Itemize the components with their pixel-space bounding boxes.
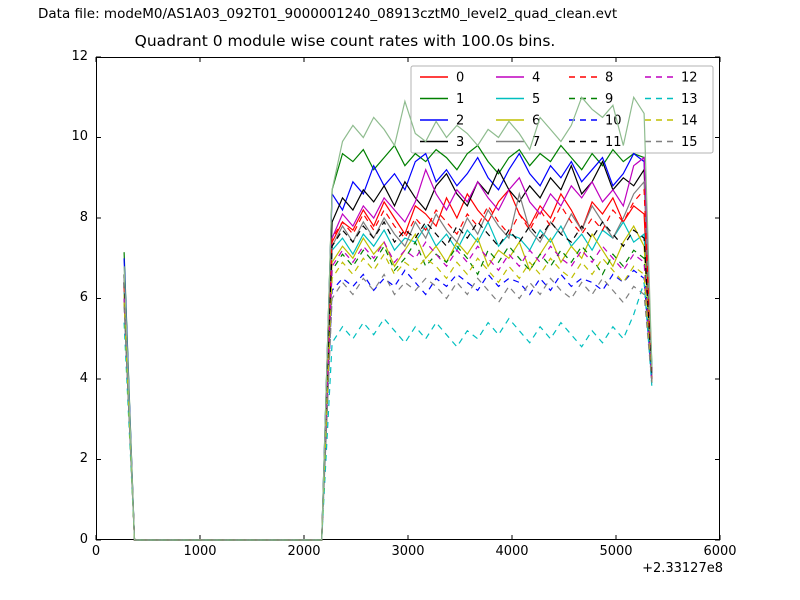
chart-title: Quadrant 0 module wise count rates with … — [134, 32, 556, 50]
legend-label: 14 — [681, 114, 698, 129]
series-line-module-12 — [123, 240, 653, 541]
legend-label: 4 — [532, 71, 540, 86]
x-tick-label: 3000 — [391, 544, 425, 559]
y-tick-label: 6 — [79, 290, 88, 305]
legend-label: 9 — [605, 92, 613, 107]
legend-label: 12 — [681, 71, 698, 86]
y-tick-label: 8 — [79, 209, 88, 225]
legend-label: 8 — [605, 71, 613, 86]
series-line-module-14 — [123, 253, 653, 541]
y-tick-label: 12 — [71, 48, 88, 64]
series-line-module-13 — [123, 282, 653, 541]
legend-label: 15 — [681, 135, 698, 150]
legend-label: 5 — [532, 92, 540, 107]
series-line-module-3 — [123, 160, 653, 541]
series-line-unlabeled — [123, 95, 653, 541]
datafile-label: Data file: modeM0/AS1A03_092T01_90000012… — [38, 6, 618, 22]
y-tick-label: 2 — [79, 451, 88, 466]
series-line-module-15 — [123, 273, 653, 541]
legend-label: 2 — [456, 114, 464, 129]
series-line-module-6 — [123, 224, 653, 541]
legend-label: 13 — [681, 92, 698, 107]
x-tick-label: 0 — [91, 544, 101, 559]
legend-label: 0 — [456, 71, 464, 86]
x-tick-label: 2000 — [287, 544, 321, 559]
x-tick-label: 1000 — [183, 544, 217, 559]
legend-label: 1 — [456, 92, 464, 107]
series-line-module-0 — [123, 188, 653, 541]
y-tick-label: 4 — [79, 370, 88, 386]
legend-label: 11 — [605, 135, 622, 150]
x-tick-label: 4000 — [495, 544, 529, 559]
series-line-module-9 — [123, 240, 653, 541]
series-line-module-7 — [123, 180, 653, 541]
series-line-module-5 — [123, 220, 653, 541]
x-axis-offset-label: +2.33127e8 — [642, 561, 723, 576]
series-line-module-10 — [123, 269, 653, 541]
y-tick-label: 10 — [71, 129, 88, 144]
series-line-module-1 — [123, 144, 653, 541]
x-tick-label: 6000 — [703, 544, 737, 559]
legend-label: 3 — [456, 135, 464, 150]
legend-label: 6 — [532, 114, 540, 129]
x-tick-label: 5000 — [599, 544, 633, 559]
legend-label: 10 — [605, 114, 622, 129]
series-line-module-8 — [123, 188, 653, 541]
legend-label: 7 — [532, 135, 540, 150]
series-line-module-11 — [123, 220, 653, 541]
y-tick-label: 0 — [79, 531, 88, 547]
